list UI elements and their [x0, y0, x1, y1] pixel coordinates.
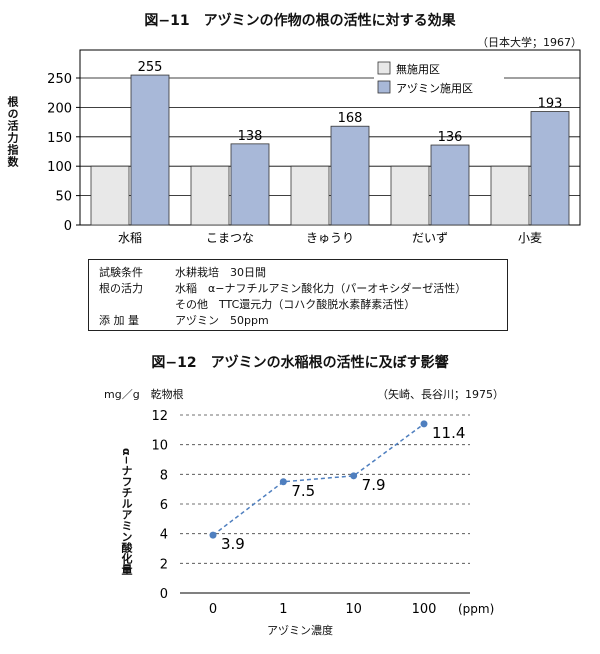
fig2-title: 図−12 アヅミンの水稲根の活性に及ぼす影響: [151, 355, 449, 371]
bar-chart: 0 50 100 150 200 250 水稲 こまつな きゅうり だいず 小麦 255 138 168 1…: [47, 49, 581, 245]
note-value: アヅミン 50ppm: [175, 314, 269, 327]
data-label: 136: [438, 130, 463, 145]
x-tick-label: 水稲: [118, 231, 142, 245]
fig1-title: 図−11 アヅミンの作物の根の活性に対する効果: [144, 13, 456, 29]
fig2-source: （矢崎、長谷川；1975）: [377, 388, 504, 401]
bar: [130, 74, 170, 226]
bar: [430, 144, 470, 226]
bar: [90, 165, 130, 226]
x-tick-label: 小麦: [518, 231, 542, 245]
fig1-y-axis-label: 根の活力指数: [6, 96, 19, 168]
note-row: 試験条件 水耕栽培 30日間: [89, 264, 507, 280]
fig2-x-axis-label: アヅミン濃度: [267, 624, 333, 637]
note-row: その他 TTC還元力（コハク酸脱水素酵素活性）: [89, 296, 507, 312]
y-tick-label: 10: [151, 439, 168, 454]
note-value: その他 TTC還元力（コハク酸脱水素酵素活性）: [175, 298, 416, 311]
y-tick-label: 150: [47, 131, 72, 146]
data-label: 7.9: [362, 476, 386, 494]
data-label: 168: [338, 111, 363, 126]
bar: [230, 143, 270, 226]
fig2-y-axis-label: α−ナフチルアミン酸化量: [120, 448, 133, 575]
bar: [530, 111, 570, 226]
y-tick-label: 2: [160, 557, 168, 572]
y-tick-label: 8: [160, 468, 168, 483]
data-point: [279, 478, 287, 486]
x-tick-label: きゅうり: [306, 231, 354, 245]
bar: [390, 165, 430, 226]
x-tick-label: 0: [209, 602, 217, 617]
data-label: 193: [538, 97, 563, 112]
x-tick-label: だいず: [412, 231, 448, 245]
x-tick-label: 100: [412, 602, 437, 617]
note-value: 水稲 α−ナフチルアミン酸化力（パーオキシダーゼ活性）: [175, 282, 467, 295]
bar: [330, 125, 370, 226]
note-label: 添 加 量: [99, 314, 139, 327]
legend-swatch: [377, 61, 391, 75]
legend-swatch: [377, 80, 391, 94]
series-line: [212, 423, 425, 536]
x-tick-label: 10: [345, 602, 362, 617]
y-tick-label: 50: [55, 190, 72, 205]
note-value: 水耕栽培 30日間: [175, 266, 266, 279]
bar: [190, 165, 230, 226]
data-label: 3.9: [221, 535, 245, 553]
y-tick-label: 250: [47, 72, 72, 87]
test-conditions-box: 試験条件 水耕栽培 30日間 根の活力 水稲 α−ナフチルアミン酸化力（パーオキ…: [88, 259, 508, 331]
x-tick-label: 1: [279, 602, 287, 617]
data-label: 11.4: [432, 424, 465, 442]
y-tick-label: 200: [47, 101, 72, 116]
x-tick-label: こまつな: [206, 231, 254, 245]
data-label: 255: [138, 60, 163, 75]
legend-label: アヅミン施用区: [396, 82, 473, 95]
y-tick-label: 12: [151, 409, 168, 424]
plot-frame: [79, 49, 581, 226]
y-tick-label: 0: [160, 587, 168, 602]
fig2-unit-label: mg／g 乾物根: [104, 388, 184, 401]
y-tick-label: 4: [160, 528, 168, 543]
fig1-source: （日本大学；1967）: [477, 36, 582, 49]
y-tick-label: 100: [47, 160, 72, 175]
note-row: 添 加 量 アヅミン 50ppm: [89, 312, 507, 328]
y-tick-label: 6: [160, 498, 168, 513]
note-row: 根の活力 水稲 α−ナフチルアミン酸化力（パーオキシダーゼ活性）: [89, 280, 507, 296]
data-point: [420, 420, 428, 428]
bar: [490, 165, 530, 226]
note-label: 根の活力: [99, 282, 143, 295]
data-point: [209, 531, 217, 539]
data-label: 7.5: [291, 482, 315, 500]
x-unit-label: (ppm): [458, 602, 494, 616]
y-tick-label: 0: [64, 219, 72, 234]
bar: [290, 165, 330, 226]
data-point: [350, 472, 358, 480]
data-label: 138: [238, 129, 263, 144]
legend-box: [374, 58, 504, 98]
note-label: 試験条件: [99, 266, 143, 279]
legend-label: 無施用区: [396, 62, 440, 76]
